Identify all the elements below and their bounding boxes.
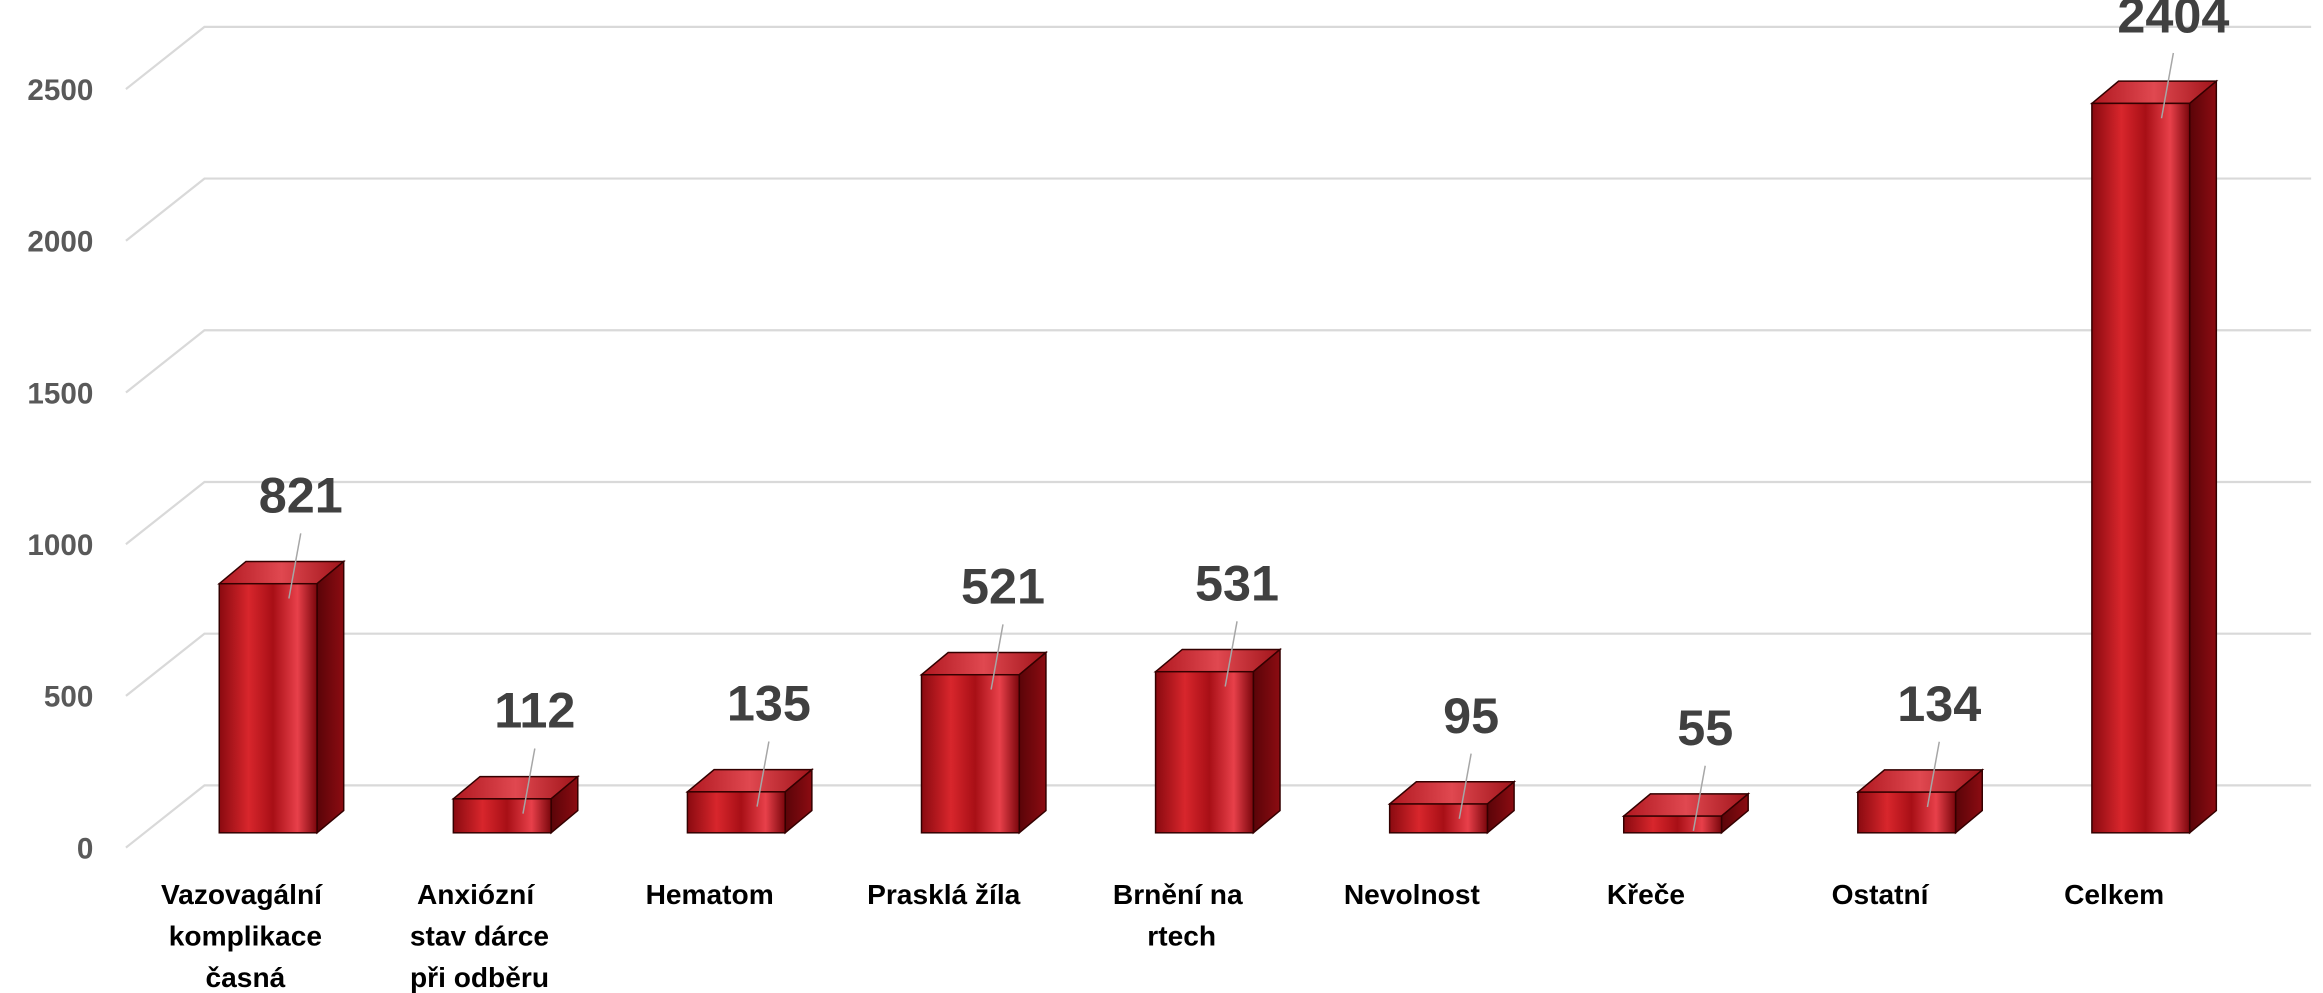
x-tick-label: Prasklá žíla bbox=[867, 879, 1021, 910]
x-tick-label: Anxiózní stav dárce při odběru bbox=[402, 879, 549, 993]
y-tick-label: 0 bbox=[77, 832, 93, 865]
bar-front bbox=[1858, 792, 1956, 833]
bar-front bbox=[2092, 103, 2190, 832]
bar-front bbox=[1624, 816, 1722, 833]
bar bbox=[1624, 794, 1748, 833]
bar-side bbox=[2190, 81, 2217, 833]
bar bbox=[2092, 81, 2216, 833]
x-tick-label: Nevolnost bbox=[1344, 879, 1481, 910]
data-label: 55 bbox=[1677, 699, 1733, 756]
bar bbox=[453, 777, 577, 833]
page: {"chart_data": {"type": "bar3d", "catego… bbox=[0, 0, 2323, 993]
x-tick-label: Hematom bbox=[646, 879, 774, 910]
grid-line bbox=[126, 482, 2311, 544]
bar bbox=[1390, 782, 1514, 833]
bar bbox=[219, 561, 343, 832]
y-tick-label: 2500 bbox=[27, 74, 93, 107]
bar-front bbox=[453, 799, 551, 833]
x-tick-label: Brnění na rtech bbox=[1113, 879, 1243, 951]
data-label: 2404 bbox=[2117, 0, 2229, 43]
data-label: 112 bbox=[494, 682, 575, 739]
bar bbox=[921, 653, 1045, 833]
y-tick-label: 500 bbox=[44, 681, 93, 714]
data-label: 134 bbox=[1897, 675, 1981, 732]
chart: 0 500 1000 1500 2000 2500 821 Vazovagální kompl… bbox=[0, 0, 2323, 993]
data-label: 821 bbox=[259, 467, 343, 524]
y-tick-label: 2000 bbox=[27, 226, 93, 259]
bar bbox=[687, 770, 811, 833]
bar-front bbox=[921, 675, 1019, 833]
bar bbox=[1858, 770, 1982, 833]
x-tick-label: Celkem bbox=[2064, 879, 2164, 910]
x-tick-label: Vazovagální komplikace časná bbox=[161, 879, 323, 993]
bar-side bbox=[317, 561, 344, 832]
bar-side bbox=[1019, 653, 1046, 833]
bar-side bbox=[1253, 649, 1280, 832]
bar bbox=[1156, 649, 1280, 832]
data-label: 95 bbox=[1443, 687, 1499, 744]
bar-front bbox=[219, 584, 317, 833]
y-tick-label: 1000 bbox=[27, 529, 93, 562]
bar-front bbox=[1390, 804, 1488, 833]
data-label: 135 bbox=[727, 675, 811, 732]
bar-front bbox=[1156, 672, 1254, 833]
grid-line bbox=[126, 330, 2311, 392]
grid-line bbox=[126, 179, 2311, 241]
y-tick-label: 1500 bbox=[27, 377, 93, 410]
data-label: 521 bbox=[961, 558, 1045, 615]
data-label: 531 bbox=[1195, 555, 1279, 612]
grid-line bbox=[126, 27, 2311, 89]
x-tick-label: Ostatní bbox=[1832, 879, 1930, 910]
bar-front bbox=[687, 792, 785, 833]
x-tick-label: Křeče bbox=[1607, 879, 1685, 910]
